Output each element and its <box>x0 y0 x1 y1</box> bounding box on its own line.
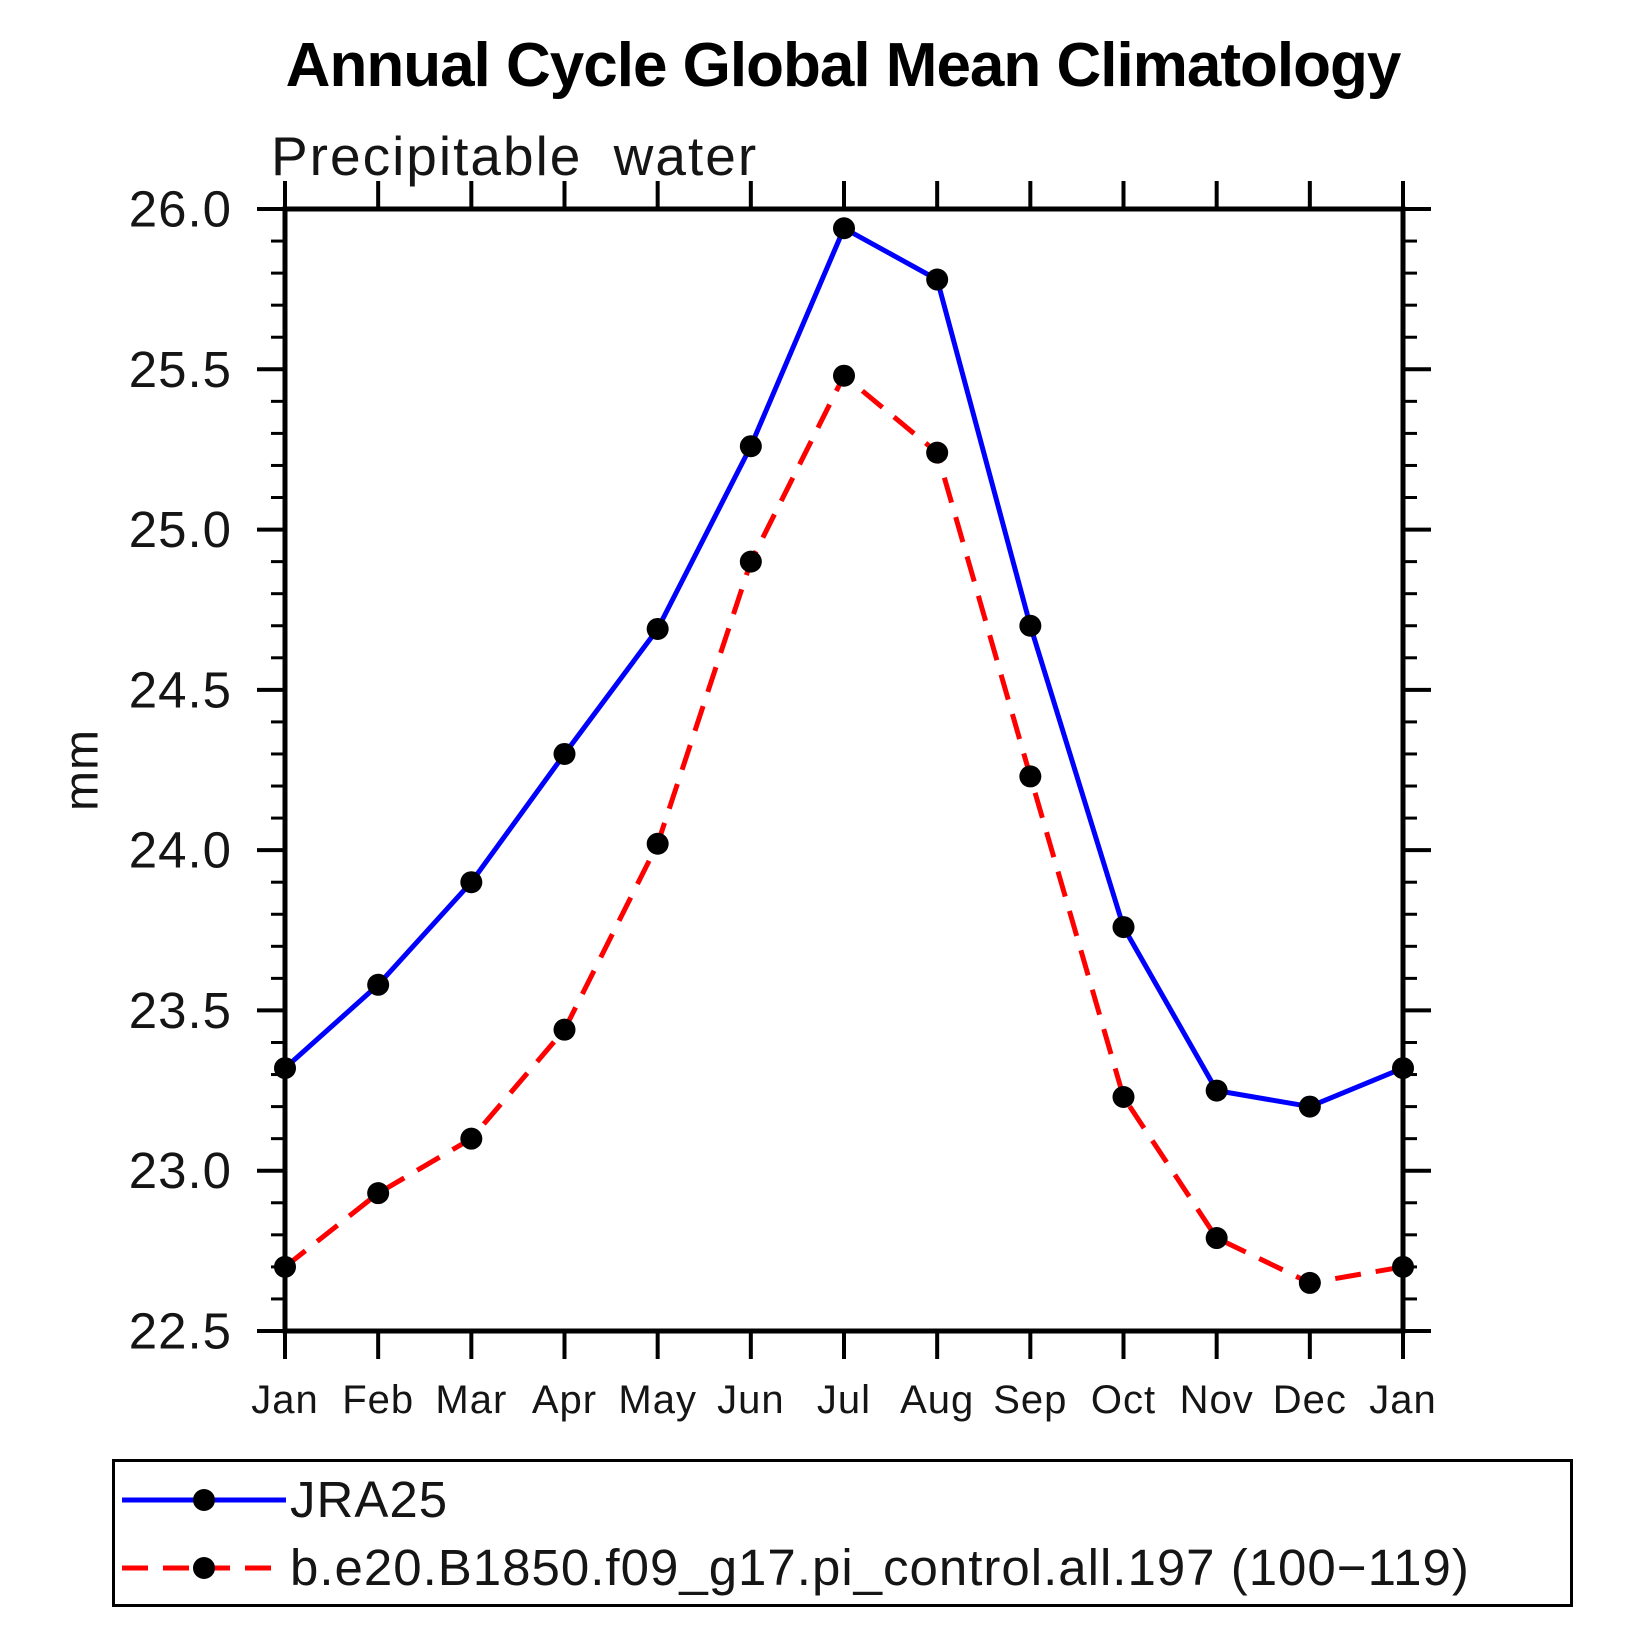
data-point-jra25-jul-6 <box>833 217 855 240</box>
x-tick-label: Jul <box>817 1378 871 1422</box>
y-tick-label: 23.0 <box>129 1142 232 1199</box>
data-point-jra25-oct-9 <box>1112 916 1135 939</box>
x-tick-label: Oct <box>1091 1378 1156 1422</box>
data-point-model-run-oct-9 <box>1112 1085 1135 1108</box>
data-point-model-run-aug-7 <box>926 441 949 464</box>
x-tick-label: Jan <box>251 1378 319 1422</box>
x-tick-label: Mar <box>435 1378 507 1422</box>
data-point-jra25-may-4 <box>646 617 669 640</box>
x-tick-label: Nov <box>1180 1378 1254 1422</box>
legend-marker-dot <box>193 1489 215 1511</box>
data-point-model-run-jan-12 <box>1392 1255 1414 1278</box>
x-tick-label: May <box>618 1378 697 1422</box>
legend-marker-dot <box>193 1557 215 1579</box>
data-point-jra25-jan-0 <box>274 1057 296 1080</box>
data-point-model-run-apr-3 <box>553 1018 576 1041</box>
data-point-jra25-jan-12 <box>1392 1057 1414 1080</box>
data-point-model-run-jun-5 <box>739 550 762 573</box>
data-point-jra25-dec-11 <box>1298 1095 1321 1118</box>
y-tick-label: 24.0 <box>129 822 232 879</box>
data-point-model-run-sep-8 <box>1019 765 1042 788</box>
chart-title: Annual Cycle Global Mean Climatology <box>285 31 1402 100</box>
y-tick-label: 24.5 <box>129 661 232 718</box>
chart-subtitle: Precipitable water <box>271 125 759 187</box>
data-point-jra25-jun-5 <box>739 435 762 458</box>
data-point-model-run-may-4 <box>646 832 669 855</box>
legend: JRA25 b.e20.B1850.f09_g17.pi_control.all… <box>112 1459 1573 1607</box>
data-point-jra25-aug-7 <box>926 268 949 291</box>
legend-label-model-run: b.e20.B1850.f09_g17.pi_control.all.197 (… <box>290 1539 1470 1596</box>
data-point-model-run-feb-1 <box>367 1182 390 1205</box>
data-point-jra25-nov-10 <box>1205 1079 1228 1102</box>
data-point-model-run-nov-10 <box>1205 1227 1228 1250</box>
legend-sample-dashed-line <box>122 1557 286 1579</box>
y-tick-label: 26.0 <box>129 181 232 238</box>
data-point-jra25-sep-8 <box>1019 614 1042 637</box>
y-tick-label: 23.5 <box>129 982 232 1039</box>
x-tick-label: Aug <box>900 1378 974 1422</box>
data-point-model-run-dec-11 <box>1298 1271 1321 1294</box>
data-point-model-run-mar-2 <box>460 1127 483 1150</box>
x-tick-label: Apr <box>532 1378 597 1422</box>
series-line-model-run <box>283 371 1404 1286</box>
x-tick-label: Sep <box>993 1378 1067 1422</box>
legend-item-model-run: b.e20.B1850.f09_g17.pi_control.all.197 (… <box>118 1539 1470 1596</box>
legend-label-jra25: JRA25 <box>290 1471 449 1528</box>
x-tick-label: Jan <box>1369 1378 1437 1422</box>
data-point-jra25-apr-3 <box>553 742 576 765</box>
data-point-model-run-jul-6 <box>833 364 855 387</box>
legend-item-jra25: JRA25 <box>118 1471 449 1528</box>
y-tick-label: 22.5 <box>129 1303 232 1360</box>
data-point-model-run-jan-0 <box>274 1255 296 1278</box>
series-line-jra25 <box>283 224 1404 1110</box>
axes-frame <box>282 206 1406 1334</box>
y-tick-label: 25.0 <box>129 501 232 558</box>
x-tick-label: Dec <box>1273 1378 1347 1422</box>
legend-sample-solid-line <box>122 1489 286 1511</box>
data-point-jra25-feb-1 <box>367 973 390 996</box>
y-tick-label: 25.5 <box>129 341 232 398</box>
data-point-jra25-mar-2 <box>460 871 483 894</box>
x-tick-label: Feb <box>342 1378 414 1422</box>
x-tick-label: Jun <box>717 1378 785 1422</box>
